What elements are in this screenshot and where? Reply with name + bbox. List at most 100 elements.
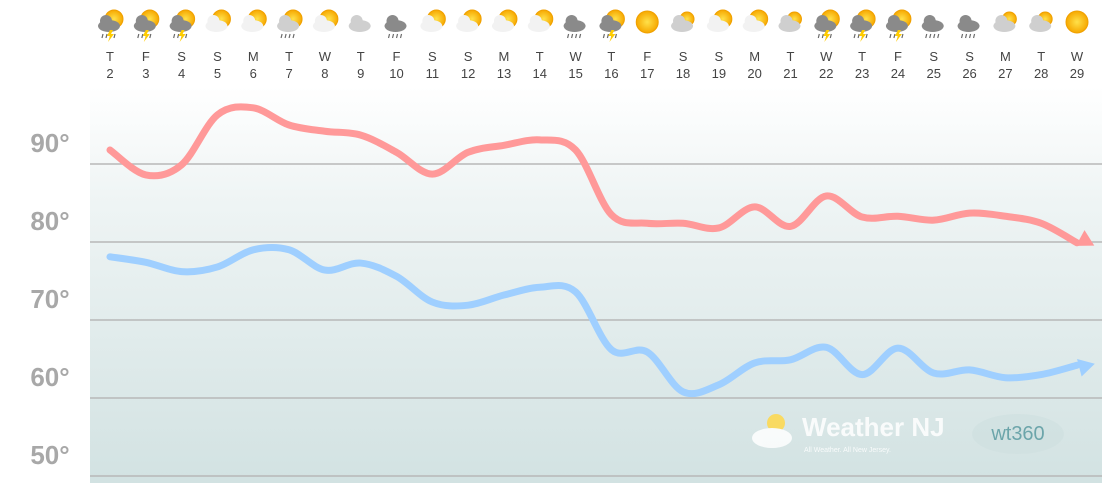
icon-bolt: [107, 30, 114, 42]
line-arrowhead: [1077, 359, 1095, 377]
weekday-label: S: [929, 49, 938, 64]
weather-icon: [885, 9, 912, 42]
icon-rain: [933, 33, 936, 39]
weekday-label: F: [894, 49, 902, 64]
icon-rain: [567, 33, 570, 39]
icon-rain: [284, 33, 287, 39]
weekday-label: S: [428, 49, 437, 64]
icon-cloud: [458, 15, 471, 27]
icon-rain: [817, 33, 820, 39]
weather-icon: [635, 10, 659, 34]
weekday-label: T: [285, 49, 293, 64]
icon-sun: [1065, 10, 1089, 34]
icon-rain: [889, 33, 892, 39]
date-label: 23: [855, 66, 869, 81]
weather-icon: [957, 15, 980, 39]
date-label: 10: [389, 66, 403, 81]
icon-cloud: [529, 15, 542, 27]
icon-rain: [575, 33, 578, 39]
icon-rain: [288, 33, 291, 39]
icon-cloud: [708, 15, 721, 27]
weather-icon: [420, 9, 446, 32]
icon-cloud: [386, 15, 399, 27]
date-label: 7: [285, 66, 292, 81]
weekday-label: S: [213, 49, 222, 64]
icon-rain: [929, 33, 932, 39]
icon-rain: [964, 33, 968, 39]
icon-rain: [280, 33, 283, 39]
weather-icon: [814, 9, 840, 42]
icon-rain: [614, 33, 617, 39]
weekday-label: T: [1037, 49, 1045, 64]
date-label: 16: [604, 66, 618, 81]
date-label: 27: [998, 66, 1012, 81]
icon-rain: [968, 33, 972, 39]
icon-cloud: [959, 15, 972, 27]
weather-icon: [527, 9, 554, 32]
date-label: 8: [321, 66, 328, 81]
weekday-label: F: [393, 49, 401, 64]
weekday-label: M: [1000, 49, 1011, 64]
icon-rain: [173, 33, 176, 39]
weather-icon: [241, 9, 267, 32]
icon-cloud: [243, 15, 256, 27]
series-line: [106, 103, 1081, 247]
icon-cloud: [314, 15, 327, 27]
icon-cloud: [923, 15, 936, 27]
weather-icon: [1029, 11, 1053, 32]
date-label: 3: [142, 66, 149, 81]
date-label: 11: [426, 66, 440, 81]
icon-rain: [387, 33, 391, 39]
date-label: 20: [747, 66, 761, 81]
weather-icon: [599, 9, 625, 42]
date-label: 13: [497, 66, 511, 81]
icon-bolt: [608, 30, 616, 42]
weather-icon: [384, 15, 407, 39]
date-label: 28: [1034, 66, 1048, 81]
weekday-label: M: [499, 49, 510, 64]
icon-rain: [177, 33, 180, 39]
weather-icon: [277, 9, 303, 39]
weekday-label: S: [177, 49, 186, 64]
icon-cloud: [601, 15, 614, 27]
watermark-tagline: All Weather. All New Jersey.: [804, 447, 891, 454]
weekday-label: F: [142, 49, 150, 64]
weekday-label: S: [965, 49, 974, 64]
icon-bolt: [859, 30, 867, 42]
icon-rain: [579, 33, 582, 39]
date-label: 21: [783, 66, 797, 81]
series-line: [106, 243, 1081, 398]
icon-rain: [937, 33, 940, 39]
weekday-label: W: [820, 49, 833, 64]
date-label: 15: [568, 66, 582, 81]
date-label: 4: [178, 66, 185, 81]
icon-rain: [972, 33, 976, 39]
icon-rain: [141, 33, 144, 39]
icon-rain: [901, 33, 904, 39]
icon-cloud: [744, 15, 757, 27]
weather-icon: [706, 9, 733, 32]
icon-rain: [101, 33, 104, 39]
date-label: 9: [357, 66, 364, 81]
weather-icon: [671, 11, 695, 32]
weather-icon: [491, 9, 518, 32]
icon-rain: [960, 33, 964, 39]
weather-icon: [312, 9, 339, 32]
weather-icon: [169, 9, 196, 42]
icon-rain: [105, 33, 108, 39]
icon-bolt: [823, 30, 831, 42]
icon-rain: [399, 33, 403, 39]
icon-rain: [137, 33, 140, 39]
icon-cloud: [673, 15, 686, 27]
icon-cloud: [565, 15, 578, 27]
date-label: 5: [214, 66, 221, 81]
icon-rain: [292, 33, 295, 39]
date-label: 12: [461, 66, 475, 81]
date-label: 25: [927, 66, 941, 81]
icon-rain: [395, 33, 399, 39]
y-tick-label: 90°: [30, 128, 69, 158]
weather-icon: [742, 9, 769, 32]
icon-bolt: [894, 30, 902, 42]
weekday-label: F: [643, 49, 651, 64]
